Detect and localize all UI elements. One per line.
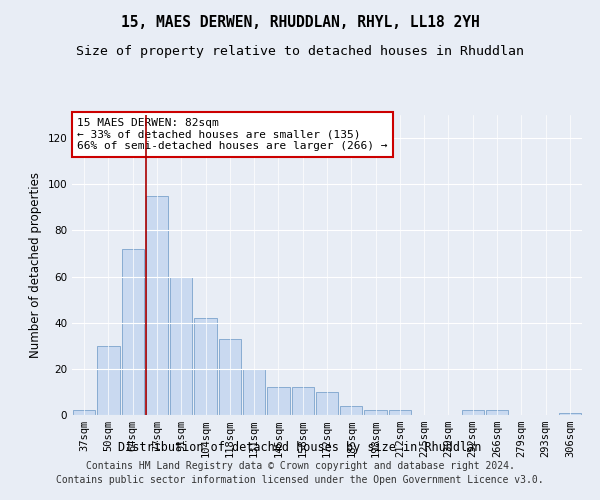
Bar bbox=[194, 318, 217, 415]
Bar bbox=[292, 388, 314, 415]
Text: 15 MAES DERWEN: 82sqm
← 33% of detached houses are smaller (135)
66% of semi-det: 15 MAES DERWEN: 82sqm ← 33% of detached … bbox=[77, 118, 388, 151]
Bar bbox=[486, 410, 508, 415]
Bar bbox=[267, 388, 290, 415]
Bar bbox=[364, 410, 387, 415]
Bar bbox=[218, 339, 241, 415]
Bar bbox=[146, 196, 168, 415]
Bar bbox=[316, 392, 338, 415]
Text: Size of property relative to detached houses in Rhuddlan: Size of property relative to detached ho… bbox=[76, 45, 524, 58]
Bar bbox=[389, 410, 411, 415]
Text: Contains HM Land Registry data © Crown copyright and database right 2024.
Contai: Contains HM Land Registry data © Crown c… bbox=[56, 461, 544, 485]
Y-axis label: Number of detached properties: Number of detached properties bbox=[29, 172, 42, 358]
Text: Distribution of detached houses by size in Rhuddlan: Distribution of detached houses by size … bbox=[118, 441, 482, 454]
Bar bbox=[73, 410, 95, 415]
Bar bbox=[97, 346, 119, 415]
Bar bbox=[170, 276, 193, 415]
Text: 15, MAES DERWEN, RHUDDLAN, RHYL, LL18 2YH: 15, MAES DERWEN, RHUDDLAN, RHYL, LL18 2Y… bbox=[121, 15, 479, 30]
Bar bbox=[243, 369, 265, 415]
Bar bbox=[461, 410, 484, 415]
Bar bbox=[122, 249, 144, 415]
Bar bbox=[340, 406, 362, 415]
Bar bbox=[559, 412, 581, 415]
